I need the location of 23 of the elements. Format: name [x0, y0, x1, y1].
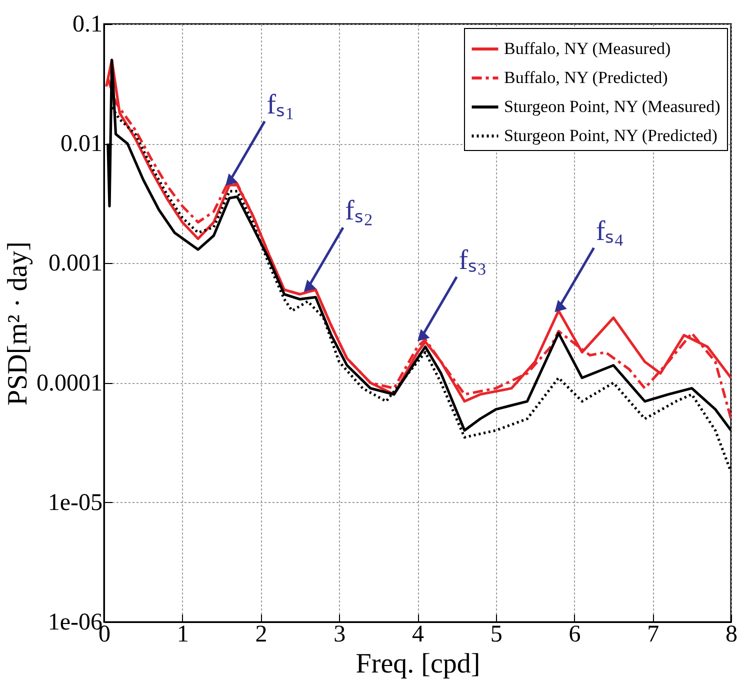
x-tick-label: 2: [255, 622, 268, 648]
annotation: fₛ₄: [596, 216, 624, 247]
y-axis-title: PSD[m² · day]: [2, 242, 34, 406]
x-tick-label: 1: [176, 622, 189, 648]
annotation: fₛ₃: [458, 244, 487, 276]
y-tick-label: 1e-05: [48, 490, 102, 516]
annotation: fₛ₁: [266, 89, 295, 120]
x-tick-label: 5: [490, 622, 502, 648]
x-tick-label: 6: [568, 622, 581, 648]
legend-label: Sturgeon Point, NY (Predicted): [504, 126, 718, 145]
annotation: fₛ₂: [345, 196, 374, 227]
x-axis-title: Freq. [cpd]: [356, 648, 480, 680]
x-tick-label: 3: [334, 622, 346, 648]
y-tick-label: 0.0001: [36, 370, 102, 396]
legend-label: Buffalo, NY (Predicted): [504, 68, 668, 87]
x-tick-label: 8: [726, 622, 738, 648]
legend-label: Buffalo, NY (Measured): [504, 39, 671, 58]
x-tick-label: 4: [412, 622, 424, 648]
y-tick-label: 0.001: [48, 250, 102, 277]
x-tick-label: 7: [647, 622, 660, 648]
y-tick-label: 0.01: [60, 131, 102, 158]
y-tick-label: 0.1: [72, 12, 102, 38]
legend-label: Sturgeon Point, NY (Measured): [504, 97, 720, 116]
